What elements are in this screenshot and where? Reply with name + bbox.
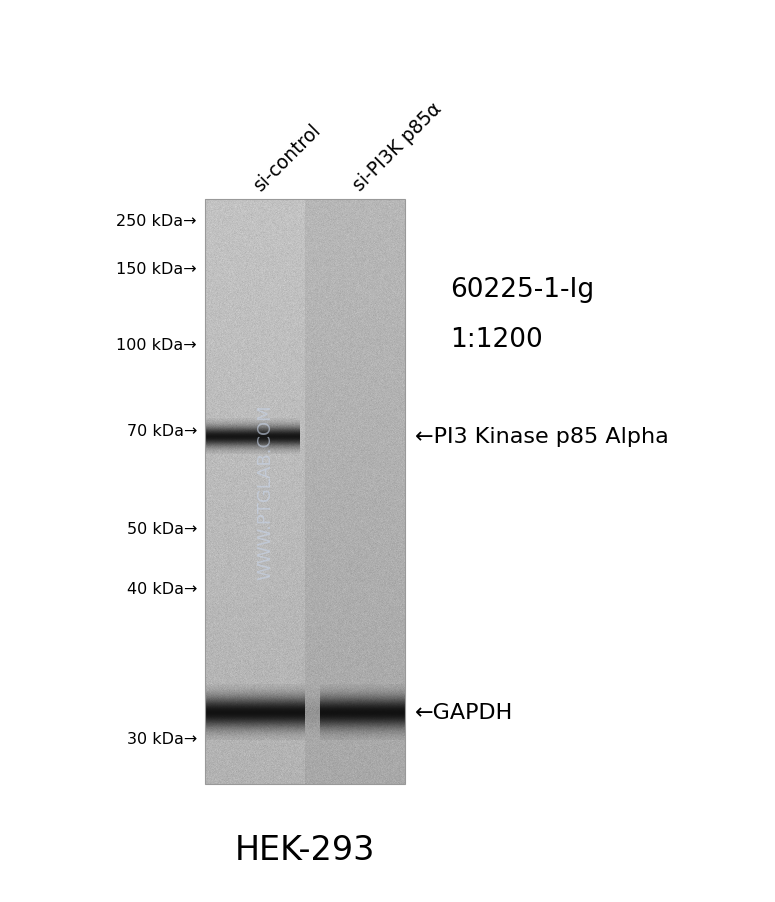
Text: 150 kDa→: 150 kDa→ <box>116 262 197 277</box>
Text: si-PI3K p85α: si-PI3K p85α <box>350 99 446 195</box>
Text: ←PI3 Kinase p85 Alpha: ←PI3 Kinase p85 Alpha <box>415 427 669 446</box>
Text: WWW.PTGLAB.COM: WWW.PTGLAB.COM <box>256 404 274 580</box>
Text: 30 kDa→: 30 kDa→ <box>127 732 197 747</box>
Text: 70 kDa→: 70 kDa→ <box>126 424 197 439</box>
Text: 40 kDa→: 40 kDa→ <box>126 582 197 597</box>
Text: 1:1200: 1:1200 <box>450 327 542 353</box>
Text: HEK-293: HEK-293 <box>235 833 375 866</box>
Text: si-control: si-control <box>250 120 325 195</box>
Text: 100 kDa→: 100 kDa→ <box>116 337 197 352</box>
Text: 60225-1-Ig: 60225-1-Ig <box>450 277 594 303</box>
Text: 250 kDa→: 250 kDa→ <box>116 215 197 229</box>
Text: 50 kDa→: 50 kDa→ <box>126 522 197 537</box>
Bar <box>205 199 405 784</box>
Text: ←GAPDH: ←GAPDH <box>415 703 513 723</box>
